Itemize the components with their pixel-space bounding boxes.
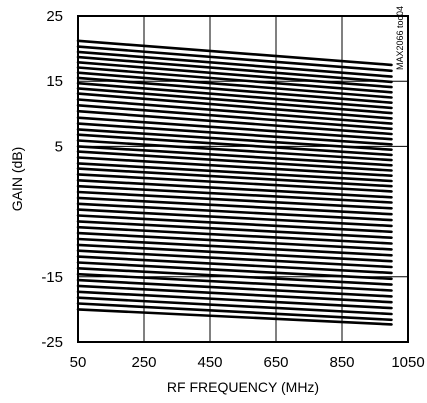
y-tick-label: 25 [46,8,63,25]
series-line [76,249,393,269]
y-tick-label: -15 [41,269,63,286]
series-line [76,87,393,115]
y-tick-label: 5 [55,138,63,155]
series-line [76,255,393,275]
x-tick-labels: 50 250 450 650 850 1050 [70,354,425,371]
series-line [76,278,393,298]
series-line [76,162,393,183]
series-line [76,173,393,193]
y-axis-title: GAIN (dB) [9,147,25,212]
series-line [76,302,393,322]
series-line [76,50,393,78]
series-line [76,208,393,228]
series-line [76,225,393,245]
series-line [76,290,393,310]
series-line [76,60,393,89]
series-line [76,145,393,167]
series-line [76,156,393,177]
x-tick-label: 50 [70,354,87,371]
series-line [76,296,393,316]
series-lines [76,39,393,326]
series-line [76,71,393,99]
series-line [76,104,393,131]
series-line [76,196,393,216]
y-tick-labels: 25 15 5 -15 -25 [41,8,63,351]
series-line [76,272,393,292]
x-axis-title: RF FREQUENCY (MHz) [167,379,319,395]
series-line [76,266,393,286]
series-line [76,45,393,73]
y-tick-label: -25 [41,334,63,351]
series-line [76,133,393,157]
series-line [76,243,393,263]
series-line [76,139,393,162]
series-line [76,76,393,104]
series-line [76,55,393,84]
y-tick-label: 15 [46,73,63,90]
x-tick-label: 650 [263,354,288,371]
series-line [76,202,393,222]
series-line [76,116,393,141]
series-line [76,261,393,281]
series-line [76,109,393,136]
series-line [76,98,393,125]
series-line [76,128,393,151]
series-line [76,179,393,199]
series-line [76,237,393,257]
series-line [76,190,393,210]
figure-code-note: MAX2066 toc04 [395,6,405,70]
x-tick-label: 450 [197,354,222,371]
series-line [76,122,393,146]
x-tick-label: 250 [131,354,156,371]
series-line [76,167,393,188]
series-line [76,220,393,239]
series-line [76,39,393,67]
series-line [76,66,393,94]
series-line [76,81,393,110]
x-tick-label: 850 [329,354,354,371]
series-line [76,231,393,251]
series-line [76,308,393,326]
plot-frame [77,15,409,343]
series-line [76,150,393,172]
x-tick-label: 1050 [391,354,424,371]
series-line [76,92,393,120]
series-line [76,184,393,204]
series-line [76,214,393,234]
series-line [76,284,393,304]
